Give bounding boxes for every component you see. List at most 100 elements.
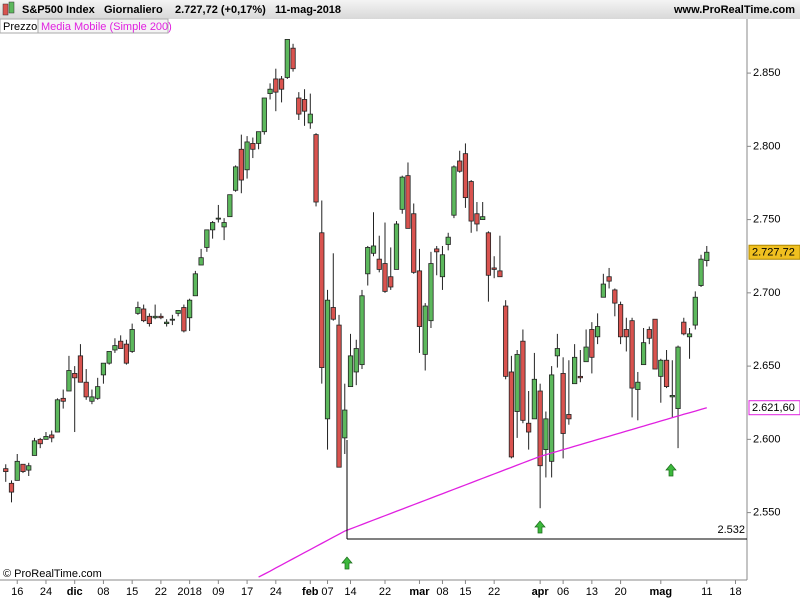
candle-body xyxy=(336,324,342,468)
candle-body xyxy=(382,263,388,292)
candle-body xyxy=(560,373,566,434)
candle-body xyxy=(146,315,152,325)
candle-body xyxy=(652,318,658,370)
candle-body xyxy=(250,143,256,150)
candle-body xyxy=(353,348,359,373)
candle-body xyxy=(428,263,434,322)
y-tick-label: 2.600 xyxy=(753,433,781,445)
moving-average-line xyxy=(258,407,707,578)
x-tick-label: mag xyxy=(649,586,672,598)
candle-body xyxy=(474,213,480,225)
candle-body xyxy=(359,295,365,366)
candle-body xyxy=(347,355,354,388)
candle-body xyxy=(267,88,273,95)
x-tick-label: 15 xyxy=(126,586,138,598)
candle-body xyxy=(37,438,43,445)
last-price-label: 2.727,72 xyxy=(752,247,795,259)
candle-body xyxy=(330,307,336,320)
x-tick-label: 22 xyxy=(488,586,500,598)
x-tick-label: 22 xyxy=(379,586,391,598)
candle-body xyxy=(261,97,267,133)
candle-body xyxy=(141,308,147,322)
signal-arrow xyxy=(534,520,546,534)
candle-body xyxy=(526,422,532,433)
candle-body xyxy=(54,399,61,433)
candle-body xyxy=(646,329,652,339)
candle-body xyxy=(135,307,141,314)
y-tick-label: 2.700 xyxy=(753,287,781,299)
candle-body xyxy=(307,113,313,124)
candle-body xyxy=(238,148,244,181)
candle-body xyxy=(95,386,101,399)
candle-body xyxy=(462,153,469,199)
candle-body xyxy=(8,482,15,493)
legend-box xyxy=(37,18,169,34)
candle-body xyxy=(158,315,164,319)
candle-body xyxy=(14,460,20,481)
candle-body xyxy=(497,270,503,278)
x-tick-label: 22 xyxy=(155,586,167,598)
legend-indicator: Media Mobile (Simple 200) xyxy=(41,21,172,33)
candle-body xyxy=(43,436,49,440)
candle-body xyxy=(508,371,515,458)
candle-body xyxy=(393,223,400,270)
candle-body xyxy=(549,374,555,462)
candle-body xyxy=(572,356,578,385)
candle-body xyxy=(83,381,89,398)
candle-body xyxy=(589,329,595,358)
candle-body xyxy=(60,397,66,402)
candle-body xyxy=(31,440,38,456)
signal-arrow xyxy=(341,556,353,570)
candle-body xyxy=(370,245,377,254)
candle-body xyxy=(600,283,606,298)
candle-body xyxy=(468,181,474,222)
candle-body xyxy=(635,381,641,390)
candle-body xyxy=(118,340,124,349)
y-tick-label: 2.850 xyxy=(753,67,781,79)
x-tick-label: 16 xyxy=(11,586,23,598)
candle-body xyxy=(595,326,601,338)
header-site[interactable]: www.ProRealTime.com xyxy=(673,4,795,16)
candle-body xyxy=(301,99,308,112)
legend-price: Prezzo xyxy=(3,21,37,33)
candle-body xyxy=(365,247,371,275)
y-tick-label: 2.550 xyxy=(753,507,781,519)
candle-body xyxy=(198,257,204,266)
candle-body xyxy=(617,304,624,338)
last-price-box xyxy=(748,244,800,260)
candle-body xyxy=(244,141,250,171)
candle-body xyxy=(663,359,670,388)
candle-body xyxy=(577,375,583,379)
icon xyxy=(8,1,15,14)
candle-body xyxy=(658,359,664,377)
candle-body xyxy=(485,232,492,276)
candle-body xyxy=(100,362,107,376)
candle-body xyxy=(3,468,9,472)
x-tick-label: mar xyxy=(409,586,430,598)
candle-body xyxy=(255,131,262,144)
candle-body xyxy=(531,378,537,420)
candle-body xyxy=(20,463,26,472)
candle-body xyxy=(169,318,175,321)
y-tick-label: 2.650 xyxy=(753,360,781,372)
candle-body xyxy=(514,353,520,412)
candle-body xyxy=(313,134,319,203)
candle-body xyxy=(491,267,497,270)
candle-body xyxy=(451,166,457,216)
candle-body xyxy=(704,251,710,262)
header-date: 11-mag-2018 xyxy=(275,4,341,16)
candle-body xyxy=(439,254,446,278)
candle-body xyxy=(232,166,239,191)
candle-body xyxy=(457,160,463,172)
x-tick-label: 17 xyxy=(241,586,253,598)
plot-area xyxy=(3,38,710,578)
candle-body xyxy=(106,351,112,364)
candle-body xyxy=(537,390,543,467)
signal-arrow xyxy=(665,463,677,477)
candle-body xyxy=(77,355,84,383)
x-tick-label: 14 xyxy=(344,586,356,598)
y-tick-label: 2.800 xyxy=(753,140,781,152)
candle-body xyxy=(606,276,612,282)
candle-body xyxy=(629,320,635,389)
